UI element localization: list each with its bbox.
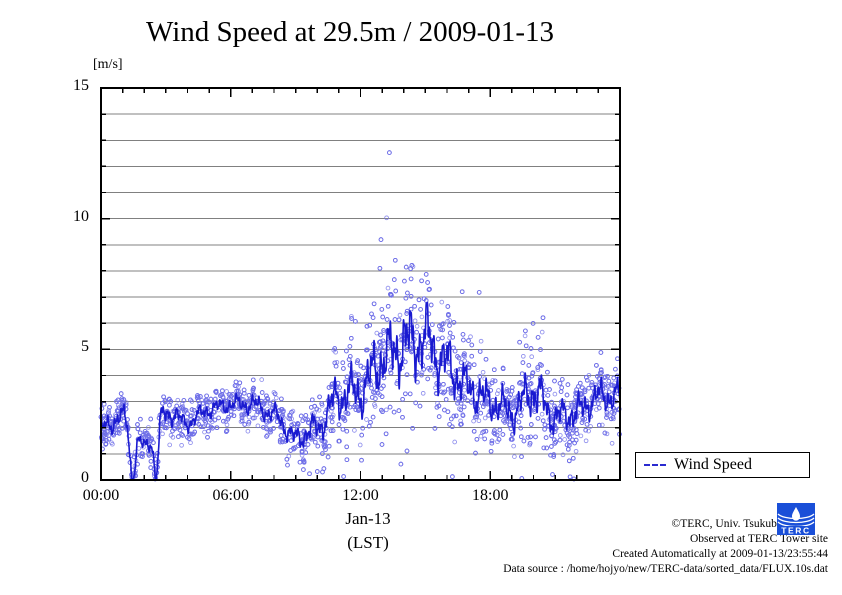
x-axis-tick-label-1800: 18:00 xyxy=(472,487,509,504)
legend-line-swatch xyxy=(644,464,666,466)
gridlines xyxy=(101,113,620,455)
svg-text:TERC: TERC xyxy=(781,526,811,536)
x-axis-caption-timezone: (LST) xyxy=(347,533,389,552)
mean-line xyxy=(100,301,621,480)
scatter-points xyxy=(98,150,622,482)
y-axis-tick-label-0: 0 xyxy=(81,469,89,486)
y-axis-tick-label-15: 15 xyxy=(73,77,89,94)
x-axis-tick-label-0600: 06:00 xyxy=(212,487,249,504)
y-axis-tick-label-10: 10 xyxy=(73,207,89,225)
footer-observed-site: Observed at TERC Tower site xyxy=(689,533,828,545)
page-title: Wind Speed at 29.5m / 2009-01-13 xyxy=(146,16,554,48)
y-axis-unit-label: [m/s] xyxy=(93,57,123,72)
axis-frame xyxy=(100,87,621,481)
x-axis-tick-label-1200: 12:00 xyxy=(342,487,379,504)
footer-copyright: ©TERC, Univ. Tsukuba xyxy=(671,518,782,530)
footer-created-timestamp: Created Automatically at 2009-01-13/23:5… xyxy=(612,548,828,560)
x-axis-caption-date: Jan-13 xyxy=(345,509,391,528)
legend-label-wind-speed: Wind Speed xyxy=(674,456,753,473)
legend[interactable]: Wind Speed xyxy=(635,452,810,478)
terc-logo-icon: TERC xyxy=(777,503,815,536)
x-axis-tick-label-0000: 00:00 xyxy=(82,487,120,504)
y-axis-tick-label-5: 5 xyxy=(81,338,89,356)
footer-data-source: Data source : /home/hojyo/new/TERC-data/… xyxy=(503,563,828,575)
